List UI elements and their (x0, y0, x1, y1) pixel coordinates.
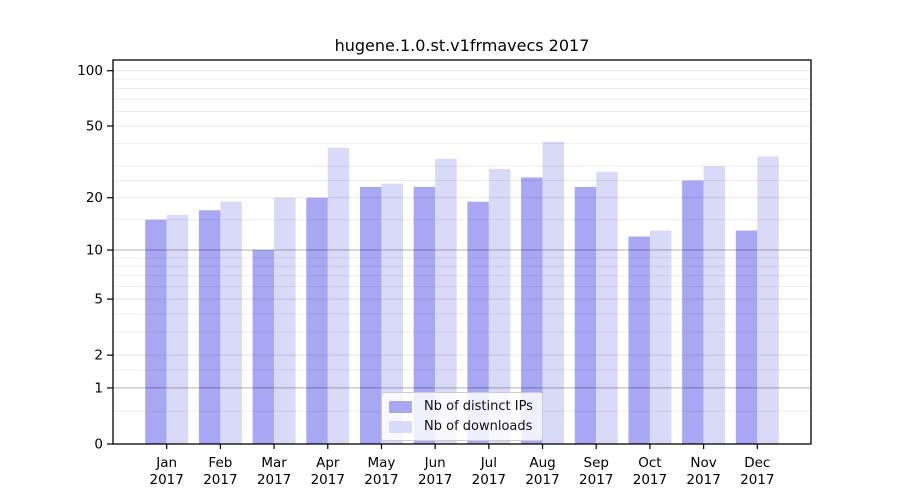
bar-distinct-ips-dec (735, 230, 758, 444)
chart-title: hugene.1.0.st.v1frmavecs 2017 (334, 36, 590, 55)
bar-downloads-mar (274, 197, 296, 444)
y-tick-label: 2 (94, 348, 103, 364)
bar-downloads-jan (166, 214, 189, 444)
x-tick-label-month: Oct (638, 455, 661, 471)
legend-item-distinct-ips: Nb of distinct IPs (389, 399, 533, 414)
y-tick-label: 0 (94, 437, 103, 453)
bar-downloads-aug (542, 141, 565, 444)
legend-label-downloads: Nb of downloads (424, 419, 533, 434)
x-tick-label-month: May (368, 455, 396, 471)
y-tick-label: 10 (86, 243, 103, 259)
x-tick-label-year: 2017 (257, 472, 291, 488)
bar-distinct-ips-feb (198, 210, 221, 444)
x-tick-label-month: Nov (690, 455, 716, 471)
x-tick-label-year: 2017 (311, 472, 345, 488)
x-tick-label-month: Sep (584, 455, 609, 471)
bar-downloads-jun (435, 158, 457, 444)
bar-downloads-apr (327, 147, 350, 445)
x-tick-label-year: 2017 (203, 472, 237, 488)
x-tick-label-month: Feb (208, 455, 232, 471)
bar-downloads-jul (488, 168, 511, 445)
legend-item-downloads: Nb of downloads (389, 419, 533, 434)
x-tick-label-month: Mar (261, 455, 287, 471)
bar-distinct-ips-oct (628, 236, 650, 444)
bar-distinct-ips-apr (306, 197, 328, 444)
plot-border (112, 59, 812, 445)
bar-distinct-ips-mar (252, 250, 275, 444)
legend-swatch-downloads (389, 420, 412, 433)
bar-downloads-sep (596, 171, 618, 444)
bar-downloads-dec (757, 156, 779, 445)
bar-distinct-ips-jun (413, 186, 436, 444)
x-tick-label-year: 2017 (472, 472, 506, 488)
x-tick-label-year: 2017 (418, 472, 452, 488)
bar-distinct-ips-aug (521, 177, 543, 444)
x-tick-label-year: 2017 (525, 472, 559, 488)
y-tick-label: 50 (86, 118, 103, 134)
x-tick-label-year: 2017 (150, 472, 184, 488)
legend-label-distinct-ips: Nb of distinct IPs (424, 399, 533, 414)
bar-distinct-ips-sep (574, 186, 597, 444)
bar-distinct-ips-jan (145, 219, 167, 444)
bar-distinct-ips-may (359, 186, 382, 444)
bar-distinct-ips-nov (682, 180, 704, 445)
x-tick-label-month: Dec (744, 455, 770, 471)
x-tick-label-year: 2017 (686, 472, 720, 488)
y-tick-label: 20 (86, 190, 103, 206)
y-tick-label: 100 (77, 63, 103, 79)
x-tick-label-month: Jun (424, 455, 446, 471)
legend-swatch-distinct-ips (389, 400, 412, 413)
x-tick-label-month: Apr (316, 455, 340, 471)
x-tick-label-year: 2017 (740, 472, 774, 488)
x-tick-label-month: Jul (480, 455, 497, 471)
x-tick-label-year: 2017 (633, 472, 667, 488)
x-tick-label-year: 2017 (579, 472, 613, 488)
x-tick-label-year: 2017 (364, 472, 398, 488)
bar-downloads-oct (649, 230, 672, 444)
bar-downloads-nov (703, 166, 726, 444)
bar-downloads-may (381, 183, 403, 444)
x-tick-label-month: Jan (155, 455, 177, 471)
bar-distinct-ips-jul (467, 201, 489, 444)
y-tick-label: 1 (94, 380, 103, 396)
y-tick-label: 5 (94, 292, 103, 308)
legend: Nb of distinct IPs Nb of downloads (381, 392, 543, 441)
x-tick-label-month: Aug (529, 455, 555, 471)
bar-downloads-feb (220, 201, 242, 444)
